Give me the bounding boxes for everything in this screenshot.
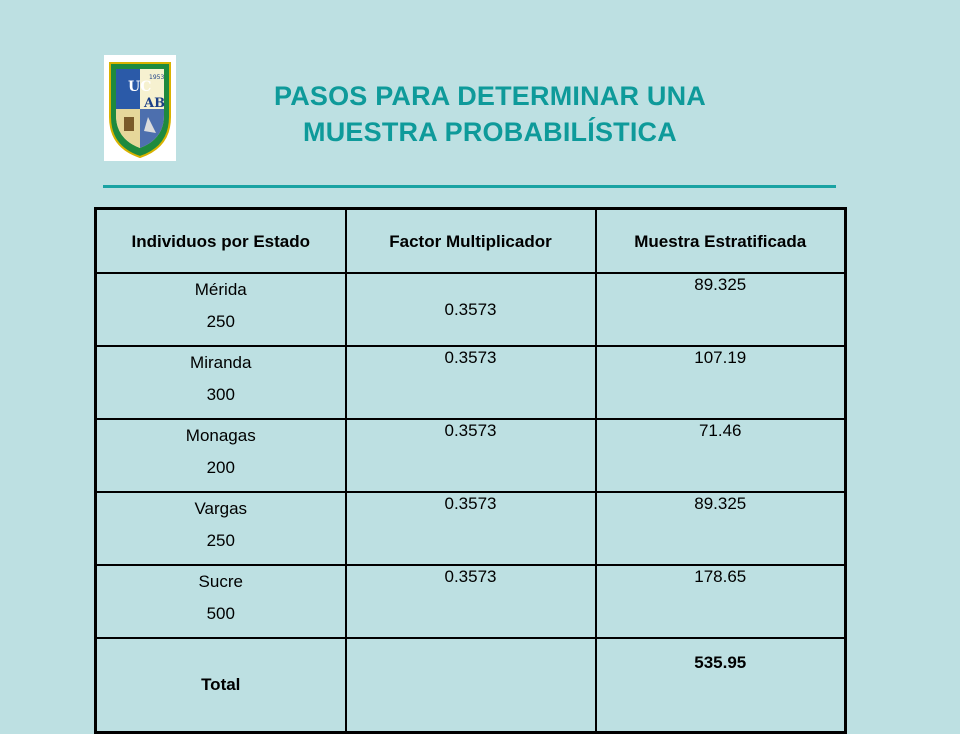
factor-cell: 0.3573 <box>344 418 597 493</box>
total-row: Total 535.95 <box>94 637 847 734</box>
state-name: Mérida <box>194 280 247 299</box>
factor-cell: 0.3573 <box>344 564 597 639</box>
sample-cell: 89.325 <box>594 272 847 347</box>
table-header-row: Individuos por Estado Factor Multiplicad… <box>94 207 847 274</box>
state-individuals: 200 <box>206 458 235 477</box>
stratified-sample-table: Individuos por Estado Factor Multiplicad… <box>94 207 847 734</box>
state-cell: Mérida 250 <box>94 272 347 347</box>
state-cell: Vargas 250 <box>94 491 347 566</box>
total-sample: 535.95 <box>594 637 847 734</box>
state-name: Vargas <box>194 499 248 518</box>
state-cell: Sucre 500 <box>94 564 347 639</box>
state-name: Sucre <box>198 572 243 591</box>
title-line-2: MUESTRA PROBABILÍSTICA <box>303 117 677 147</box>
sample-cell: 178.65 <box>594 564 847 639</box>
sample-cell: 107.19 <box>594 345 847 420</box>
sample-cell: 71.46 <box>594 418 847 493</box>
sample-cell: 89.325 <box>594 491 847 566</box>
logo-text-ab: AB <box>143 96 165 111</box>
factor-cell: 0.3573 <box>344 272 597 347</box>
state-cell: Miranda 300 <box>94 345 347 420</box>
ucab-shield-icon: UC AB 1953 <box>109 62 171 159</box>
state-cell: Monagas 200 <box>94 418 347 493</box>
logo-year: 1953 <box>149 74 164 81</box>
state-name: Monagas <box>185 426 256 445</box>
table-row: Monagas 200 0.3573 71.46 <box>94 418 847 493</box>
table-row: Mérida 250 0.3573 89.325 <box>94 272 847 347</box>
state-individuals: 500 <box>206 604 235 623</box>
total-factor-cell <box>344 637 597 734</box>
table-row: Sucre 500 0.3573 178.65 <box>94 564 847 639</box>
state-individuals: 250 <box>206 531 235 550</box>
table-row: Vargas 250 0.3573 89.325 <box>94 491 847 566</box>
state-name: Miranda <box>190 353 252 372</box>
title-line-1: PASOS PARA DETERMINAR UNA <box>273 81 707 111</box>
ucab-logo: UC AB 1953 <box>104 55 176 161</box>
page-title: PASOS PARA DETERMINAR UNA MUESTRA PROBAB… <box>190 78 790 150</box>
logo-text-uc: UC <box>128 79 151 95</box>
header-factor: Factor Multiplicador <box>344 207 597 274</box>
header-sample: Muestra Estratificada <box>594 207 847 274</box>
header-individuals: Individuos por Estado <box>94 207 347 274</box>
title-divider <box>103 185 836 188</box>
state-individuals: 300 <box>206 385 235 404</box>
total-label: Total <box>94 637 347 734</box>
factor-cell: 0.3573 <box>344 345 597 420</box>
state-individuals: 250 <box>206 312 235 331</box>
factor-cell: 0.3573 <box>344 491 597 566</box>
table-row: Miranda 300 0.3573 107.19 <box>94 345 847 420</box>
